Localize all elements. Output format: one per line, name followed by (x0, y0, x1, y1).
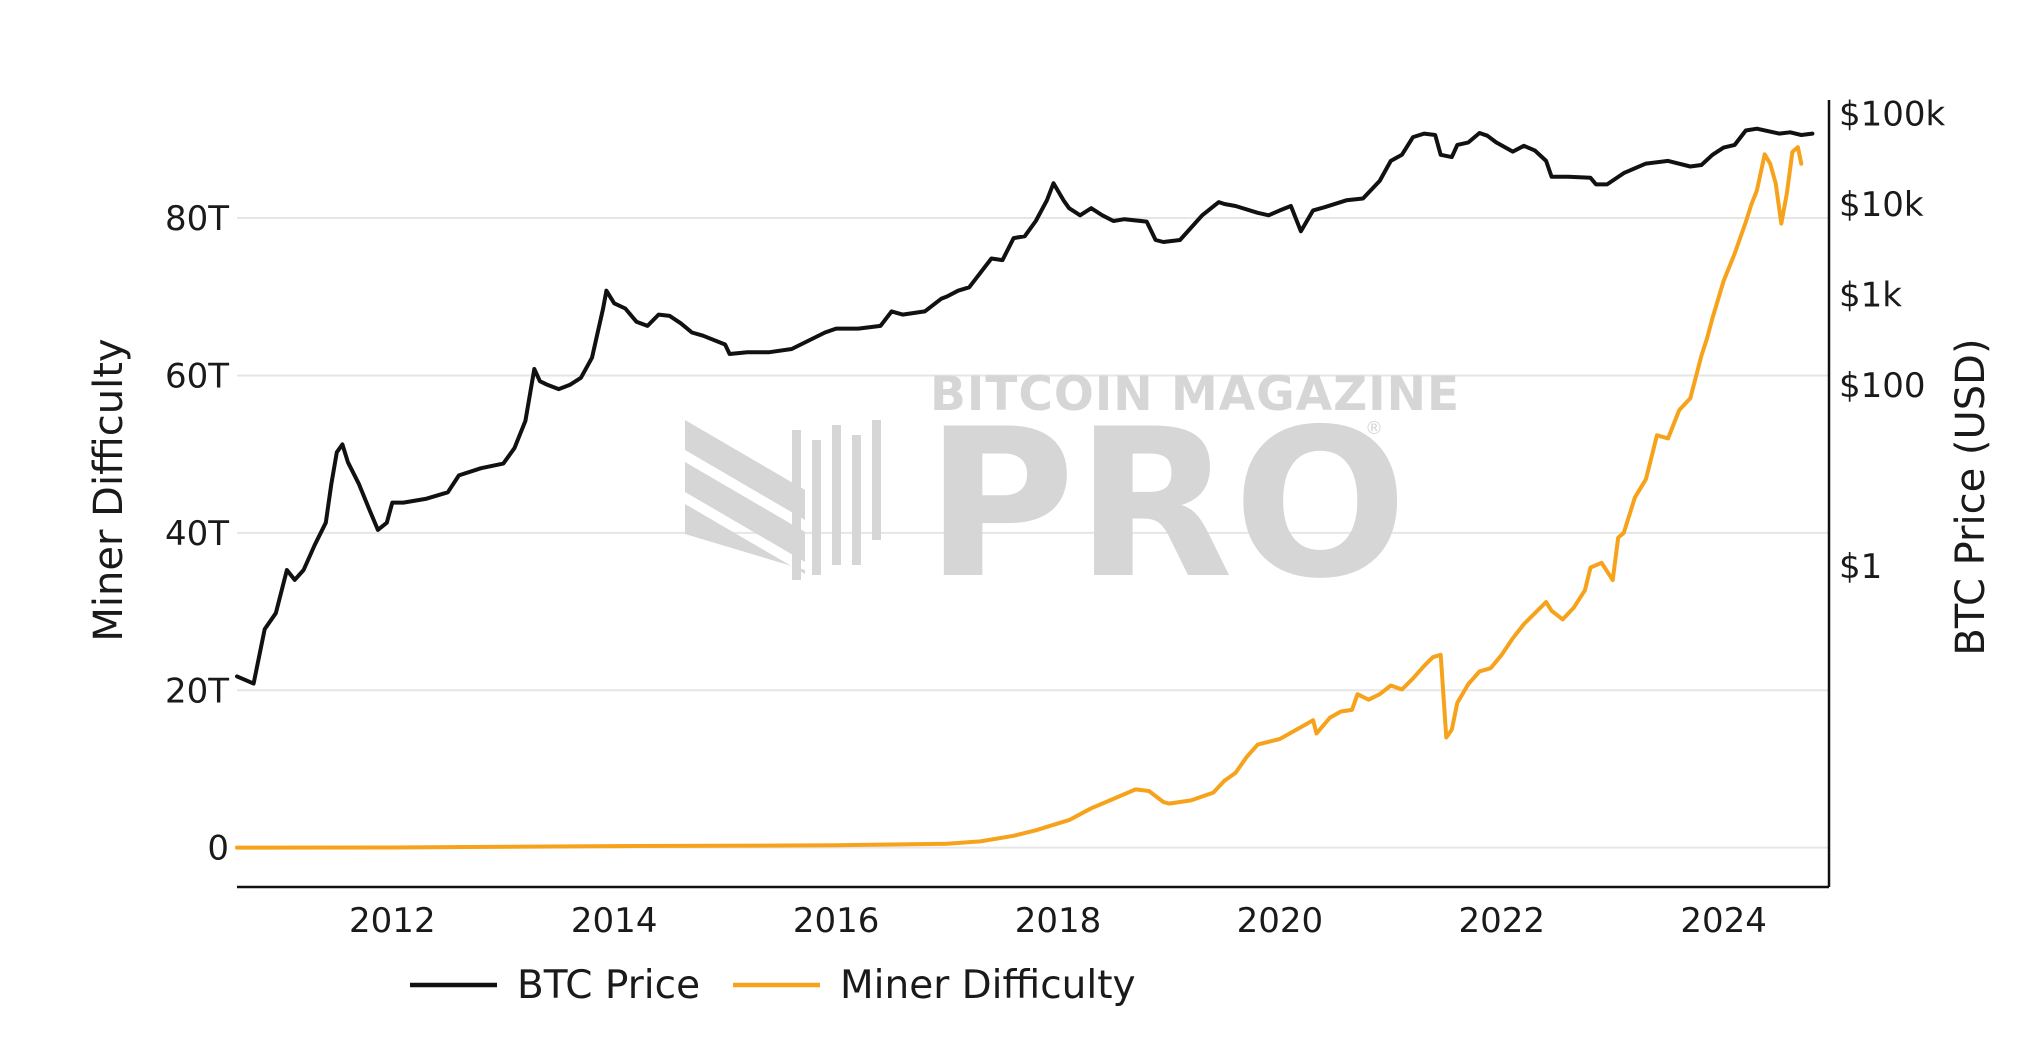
x-tick-label: 2022 (1458, 901, 1545, 941)
y2-axis-ticks: $1 $100 $1k $10k $100k (1839, 95, 1946, 587)
y-tick-label: 40T (165, 514, 229, 554)
y2-axis-title: BTC Price (USD) (1948, 338, 1994, 655)
grid-lines (237, 217, 1829, 849)
series-line-miner-difficulty (235, 145, 1804, 850)
y2-tick-label: $100k (1839, 95, 1946, 135)
watermark-pro-text: PRO (925, 386, 1407, 624)
y-tick-label: 60T (165, 356, 229, 396)
watermark-stripes-icon (685, 420, 881, 580)
y-axis-ticks: 0 20T 40T 60T 80T (165, 199, 229, 869)
x-tick-label: 2012 (349, 901, 436, 941)
legend-label-btc-price: BTC Price (517, 963, 700, 1008)
x-tick-label: 2024 (1680, 901, 1767, 941)
x-tick-label: 2020 (1237, 901, 1324, 941)
y2-tick-label: $10k (1839, 185, 1924, 225)
x-tick-label: 2016 (793, 901, 880, 941)
watermark-logo: BITCOIN MAGAZINE PRO ® (685, 367, 1460, 624)
watermark-registered-mark: ® (1365, 418, 1383, 439)
y2-tick-label: $100 (1839, 366, 1926, 406)
series-line-btc-price (235, 126, 1815, 686)
legend: BTC Price Miner Difficulty (410, 963, 1136, 1008)
x-tick-label: 2014 (571, 901, 658, 941)
y-tick-label: 20T (165, 671, 229, 711)
x-tick-label: 2018 (1015, 901, 1102, 941)
legend-label-miner-difficulty: Miner Difficulty (840, 963, 1136, 1008)
watermark-brand-text: BITCOIN MAGAZINE (930, 367, 1460, 422)
y-tick-label: 0 (207, 829, 229, 869)
y-tick-label: 80T (165, 199, 229, 239)
y-axis-title: Miner Difficulty (86, 338, 132, 641)
y2-tick-label: $1k (1839, 275, 1902, 315)
y2-tick-label: $1 (1839, 547, 1882, 587)
x-axis-ticks: 2012 2014 2016 2018 2020 2022 2024 (349, 901, 1767, 941)
